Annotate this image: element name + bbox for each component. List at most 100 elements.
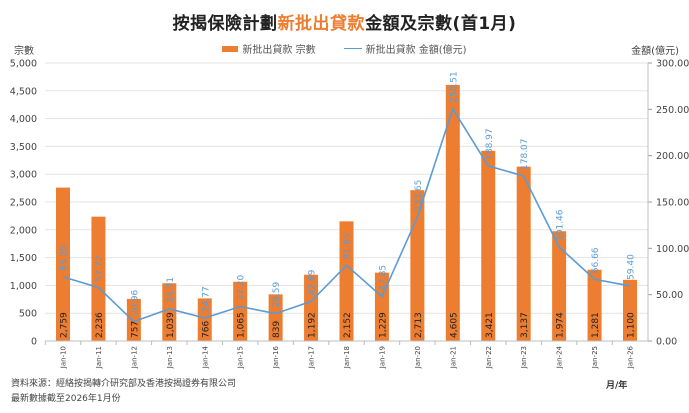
line-data-label: 42.69: [308, 269, 318, 295]
line-data-label: 59.40: [627, 254, 637, 280]
line-data-label: 24.77: [201, 286, 211, 312]
line-data-label: 47.85: [378, 265, 388, 291]
x-tick-label: Jan-19: [378, 346, 386, 369]
y-left-tick-label: 1,500: [10, 253, 37, 264]
y-ticks-left: 0 500 1,000 1,500 2,000 2,500 3,000 3,500 4,000 4…: [10, 59, 37, 348]
bar: [516, 166, 531, 341]
bar-data-label: 766: [201, 321, 211, 338]
y-left-tick-label: 0: [31, 337, 37, 348]
bar-data-label: 839: [272, 321, 282, 338]
bar-data-label: 3,421: [485, 312, 495, 338]
bar: [162, 283, 177, 341]
line-data-label: 37.20: [237, 274, 247, 300]
axes: [45, 63, 649, 342]
y-right-tick-label: 100.00: [656, 244, 689, 255]
line-data-label: 101.46: [556, 209, 566, 241]
chart-title: 按揭保險計劃新批出貸款金額及宗數(首1月): [0, 9, 689, 34]
bar-data-label: 4,605: [449, 312, 459, 338]
bar-data-label: 1,192: [308, 312, 318, 338]
y-axis-right-label: 金額(億元): [631, 46, 679, 57]
bar: [197, 298, 212, 341]
bar-data-label: 2,236: [95, 312, 105, 338]
bar-data-label: 1,065: [237, 312, 247, 338]
line-data-label: 20.96: [130, 290, 140, 316]
bar: [445, 84, 460, 341]
bar-data-label: 1,281: [591, 312, 601, 338]
x-tick-label: Jan-12: [130, 346, 138, 369]
y-ticks-right: 0.00 50.00 100.00 150.00 200.00 250.00 300.00: [648, 59, 689, 348]
y-left-tick-label: 2,500: [10, 198, 37, 209]
bar-data-label: 1,100: [627, 312, 637, 338]
x-tick-label: Jan-25: [591, 346, 599, 369]
update-note: 最新數據截至2026年1月份: [11, 394, 121, 404]
x-tick-label: Jan-22: [485, 346, 493, 369]
y-left-tick-label: 2,000: [10, 225, 37, 236]
title-part-highlight: 新批出貸款: [277, 14, 366, 34]
x-tick-label: Jan-18: [343, 346, 351, 369]
bar-data-label: 2,152: [343, 312, 353, 338]
y-right-tick-label: 200.00: [656, 151, 689, 162]
bar: [126, 298, 141, 341]
x-tick-label: Jan-13: [166, 346, 174, 369]
bar: [339, 221, 354, 341]
y-left-tick-label: 3,000: [10, 170, 37, 181]
bar: [410, 190, 425, 341]
line-series: [62, 106, 631, 323]
y-right-tick-label: 50.00: [656, 290, 683, 301]
bar: [56, 187, 70, 341]
y-right-tick-label: 250.00: [656, 105, 689, 116]
y-left-tick-label: 4,000: [10, 114, 37, 125]
line-data-label: 34.71: [166, 277, 176, 303]
line-data-label: 57.72: [95, 256, 105, 282]
x-tick-label: Jan-14: [201, 345, 209, 369]
line-data-label: 133.65: [414, 180, 424, 212]
legend: 新批出貸款 宗數 新批出貸款 金額(億元): [0, 41, 689, 56]
bar-data-label: 1,229: [378, 312, 388, 338]
legend-line-label: 新批出貸款 金額(億元): [365, 45, 467, 56]
bar: [552, 231, 567, 341]
x-tick-label: Jan-17: [308, 346, 316, 369]
line-data-label: 250.51: [449, 71, 459, 103]
x-tick-label: Jan-23: [520, 346, 528, 369]
source-note: 資料來源：經絡按揭轉介研究部及香港按揭證券有限公司: [11, 379, 237, 389]
bar: [623, 279, 637, 341]
y-axis-left-label: 宗數: [14, 46, 34, 57]
x-tick-label: Jan-26: [627, 345, 635, 369]
x-tick-label: Jan-20: [414, 346, 422, 369]
legend-bar-swatch: [222, 45, 239, 52]
x-tick-label: Jan-15: [237, 346, 245, 369]
bar-data-label: 2,759: [60, 312, 70, 338]
line-data-label: 188.97: [485, 128, 495, 160]
title-part-3: 金額及宗數(首1月): [365, 14, 517, 34]
x-tick-label: Jan-11: [95, 346, 103, 369]
legend-line-swatch: [343, 48, 362, 49]
y-right-tick-label: 150.00: [656, 198, 689, 209]
y-right-tick-label: 300.00: [656, 59, 689, 70]
y-right-tick-label: 0.00: [656, 337, 677, 348]
footer: 資料來源：經絡按揭轉介研究部及香港按揭證券有限公司 最新數據截至2026年1月份: [11, 377, 236, 407]
bar-data-label: 1,039: [166, 312, 176, 338]
x-tick-label: Jan-16: [272, 345, 280, 369]
line-labels: 69.20 57.72 20.96 34.71 24.77 37.20 29.59 42.69…: [60, 71, 637, 315]
y-left-tick-label: 4,500: [10, 86, 37, 97]
bar: [481, 150, 496, 341]
gridlines: [45, 62, 648, 314]
line-data-label: 178.07: [520, 138, 530, 170]
bar: [304, 274, 319, 341]
legend-item-bar: 新批出貸款 宗數: [222, 41, 316, 56]
legend-item-line: 新批出貸款 金額(億元): [343, 41, 467, 56]
bars: [56, 84, 637, 341]
bar: [268, 294, 283, 341]
line-data-label: 69.20: [60, 245, 70, 271]
line-data-label: 29.59: [272, 282, 282, 308]
y-left-tick-label: 5,000: [10, 59, 37, 70]
title-part-1: 按揭保險計劃: [172, 14, 278, 34]
bar-data-label: 1,974: [556, 312, 566, 338]
x-tick-label: Jan-24: [556, 345, 564, 369]
x-axis-label: 月/年: [606, 381, 628, 391]
y-left-tick-label: 500: [19, 309, 37, 320]
bar-labels: 2,759 2,236 757 1,039 766 1,065 839 1,192 2,152 1…: [60, 312, 637, 338]
line-data-label: 66.66: [591, 247, 601, 273]
line-data-label: 81.65: [343, 234, 353, 260]
